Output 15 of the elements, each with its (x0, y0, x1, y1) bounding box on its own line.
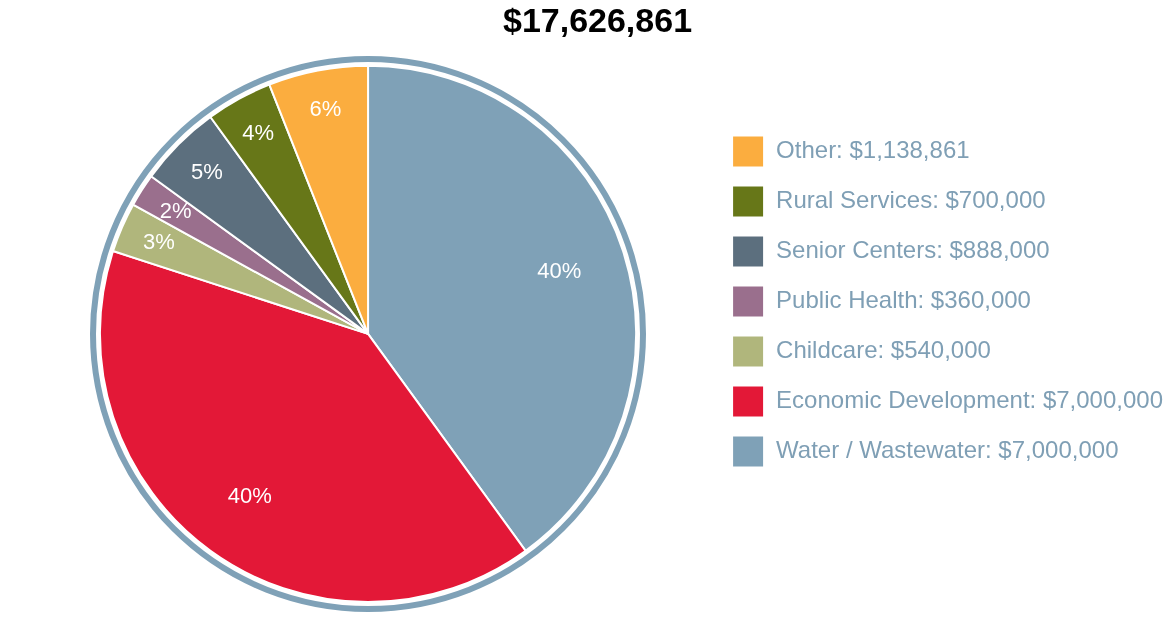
data-label: 5% (191, 158, 223, 184)
legend-label: Other: $1,138,861 (776, 136, 970, 164)
data-label: 2% (159, 197, 192, 223)
data-label: 40% (537, 257, 582, 283)
legend-label: Childcare: $540,000 (776, 336, 991, 364)
data-label: 40% (227, 482, 272, 508)
legend-label: Public Health: $360,000 (776, 286, 1031, 314)
data-label: 4% (242, 120, 275, 146)
data-label: 6% (309, 96, 342, 122)
chart-title: $17,626,861 (502, 0, 693, 39)
legend-label: Water / Wastewater: $7,000,000 (776, 436, 1119, 464)
legend-label: Senior Centers: $888,000 (776, 236, 1050, 264)
legend-label: Economic Development: $7,000,000 (776, 386, 1163, 414)
legend-label: Rural Services: $700,000 (776, 186, 1046, 214)
data-label: 3% (143, 229, 175, 255)
